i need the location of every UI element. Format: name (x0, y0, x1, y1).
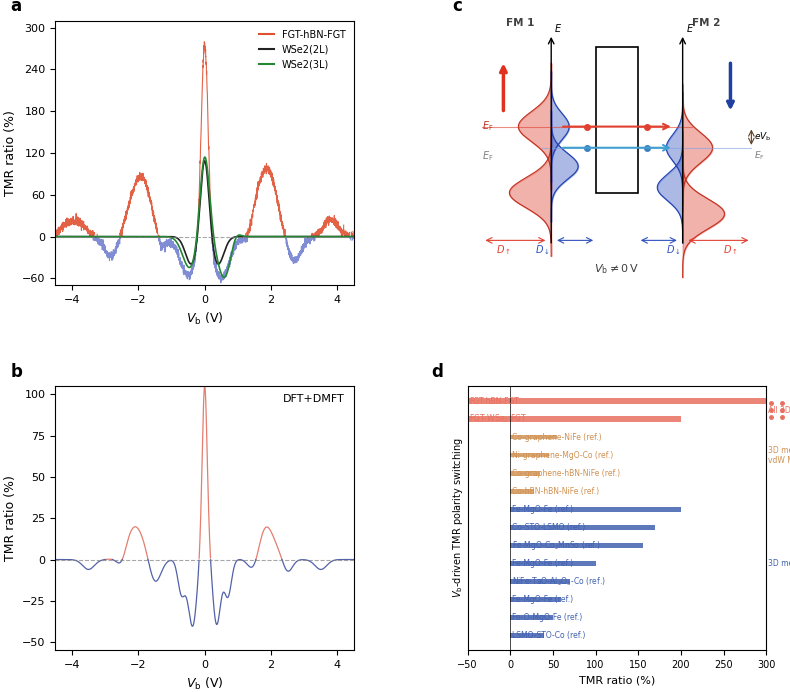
Text: FGT-WSe$_2$-FGT: FGT-WSe$_2$-FGT (469, 413, 528, 426)
Text: $D_\downarrow$: $D_\downarrow$ (666, 244, 681, 257)
Text: Fe-MgO-Fe (ref.): Fe-MgO-Fe (ref.) (512, 505, 573, 514)
X-axis label: TMR ratio (%): TMR ratio (%) (579, 676, 655, 686)
Text: d: d (431, 363, 444, 381)
Bar (468, 416, 681, 422)
Text: Ni-graphene-MgO-Co (ref.): Ni-graphene-MgO-Co (ref.) (512, 450, 613, 459)
Text: $eV_\mathrm{b}$: $eV_\mathrm{b}$ (754, 131, 772, 143)
Legend: FGT-hBN-FGT, WSe2(2L), WSe2(3L): FGT-hBN-FGT, WSe2(2L), WSe2(3L) (255, 26, 349, 73)
Text: 3D metal-2D
vdW MTJ: 3D metal-2D vdW MTJ (768, 446, 790, 465)
Y-axis label: TMR ratio (%): TMR ratio (%) (4, 110, 17, 196)
Text: Fe-MgO-Fe (ref.): Fe-MgO-Fe (ref.) (512, 559, 573, 568)
Bar (468, 398, 766, 404)
Text: $E$: $E$ (555, 22, 562, 34)
Text: NiFe-TaO-Al$_2$O$_3$-Co (ref.): NiFe-TaO-Al$_2$O$_3$-Co (ref.) (512, 575, 606, 588)
Text: $D_\downarrow$: $D_\downarrow$ (535, 244, 550, 257)
Bar (510, 507, 681, 512)
X-axis label: $V_\mathrm{b}$ (V): $V_\mathrm{b}$ (V) (186, 311, 224, 327)
Y-axis label: $V_\mathrm{b}$-driven TMR polarity switching: $V_\mathrm{b}$-driven TMR polarity switc… (451, 438, 465, 599)
Text: 3D metal MTJ: 3D metal MTJ (768, 559, 790, 568)
Text: $D_\uparrow$: $D_\uparrow$ (496, 244, 511, 257)
Text: Co-graphene-hBN-NiFe (ref.): Co-graphene-hBN-NiFe (ref.) (512, 468, 620, 477)
Text: Fe-MgO-Fe (ref.): Fe-MgO-Fe (ref.) (512, 595, 573, 604)
X-axis label: $V_\mathrm{b}$ (V): $V_\mathrm{b}$ (V) (186, 676, 224, 692)
Text: FM 2: FM 2 (691, 18, 720, 28)
Text: LSMO-STO-Co (ref.): LSMO-STO-Co (ref.) (512, 631, 585, 640)
Text: c: c (453, 0, 462, 15)
Bar (510, 633, 544, 639)
Text: FGT-hBN-FGT: FGT-hBN-FGT (469, 397, 519, 406)
Bar (510, 597, 562, 602)
Text: Co-hBN-hBN-NiFe (ref.): Co-hBN-hBN-NiFe (ref.) (512, 487, 599, 496)
Bar (510, 543, 642, 548)
Text: b: b (10, 363, 22, 381)
Bar (510, 561, 596, 566)
Bar (510, 471, 540, 475)
Bar (510, 525, 656, 530)
Bar (510, 489, 534, 493)
Text: Fe-O-MgO-Fe (ref.): Fe-O-MgO-Fe (ref.) (512, 613, 582, 622)
Y-axis label: TMR ratio (%): TMR ratio (%) (3, 475, 17, 561)
Text: $E_\mathrm{F}$: $E_\mathrm{F}$ (483, 149, 494, 163)
Text: $D_\uparrow$: $D_\uparrow$ (723, 244, 738, 257)
Bar (510, 453, 548, 457)
Text: FM 1: FM 1 (506, 18, 535, 28)
Text: $E_\mathrm{F}$: $E_\mathrm{F}$ (754, 149, 766, 162)
Text: Co-STO-LSMO (ref.): Co-STO-LSMO (ref.) (512, 523, 585, 532)
Text: $E_\mathrm{F}$: $E_\mathrm{F}$ (483, 120, 494, 134)
Text: $E$: $E$ (686, 22, 694, 34)
Bar (510, 579, 570, 584)
Bar (596, 47, 638, 193)
Bar (510, 615, 553, 621)
Text: $V_\mathrm{b} \neq 0\,\mathrm{V}$: $V_\mathrm{b} \neq 0\,\mathrm{V}$ (595, 262, 639, 276)
Text: Fe-MgO-Co$_2$MnSo (ref.): Fe-MgO-Co$_2$MnSo (ref.) (512, 539, 601, 552)
Text: All 2D vdW MTJ: All 2D vdW MTJ (768, 406, 790, 415)
Text: a: a (10, 0, 21, 15)
Bar (510, 435, 557, 439)
Text: Co-graphene-NiFe (ref.): Co-graphene-NiFe (ref.) (512, 432, 601, 441)
Text: DFT+DMFT: DFT+DMFT (284, 394, 345, 404)
